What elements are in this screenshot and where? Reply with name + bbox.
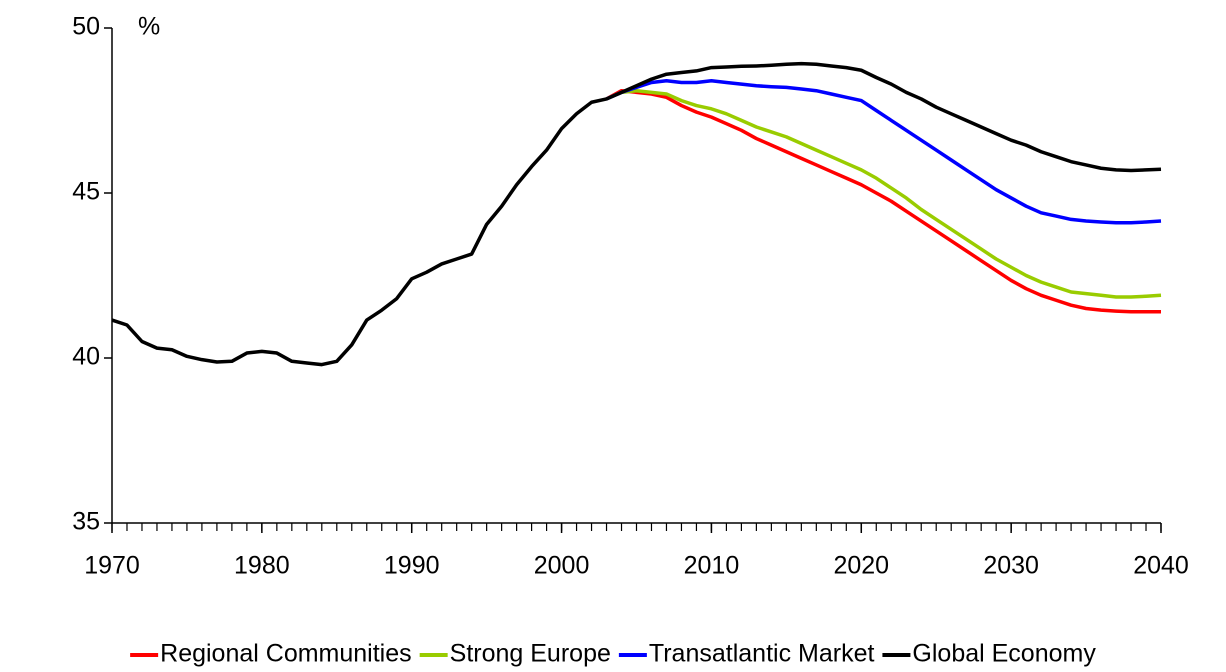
y-tick-label: 45 xyxy=(72,178,100,206)
series-line xyxy=(111,61,1162,367)
legend-label: Transatlantic Market xyxy=(649,640,875,668)
x-tick-label: 1980 xyxy=(234,552,290,580)
x-tick-label: 1970 xyxy=(84,552,140,580)
legend-label: Strong Europe xyxy=(450,640,611,668)
series-line xyxy=(605,79,1162,225)
legend-label: Global Economy xyxy=(912,640,1096,668)
x-tick-label: 2010 xyxy=(684,552,740,580)
y-axis-label: % xyxy=(138,13,160,41)
y-tick-label: 35 xyxy=(72,508,100,536)
y-tick-label: 50 xyxy=(72,13,100,41)
x-tick-label: 2030 xyxy=(983,552,1039,580)
x-tick-label: 1990 xyxy=(384,552,440,580)
x-tick-label: 2000 xyxy=(534,552,590,580)
series-line xyxy=(605,88,1162,299)
y-tick-label: 40 xyxy=(72,343,100,371)
legend-label: Regional Communities xyxy=(160,640,412,668)
x-tick-label: 2020 xyxy=(833,552,889,580)
series-line xyxy=(605,88,1161,314)
x-tick-label: 2040 xyxy=(1133,552,1189,580)
